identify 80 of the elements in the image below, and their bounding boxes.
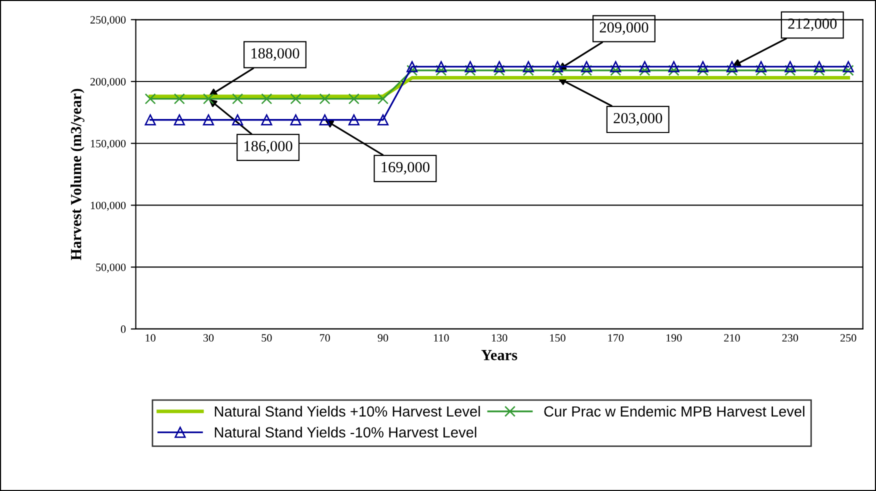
point — [726, 61, 738, 72]
x-axis-title: Years — [481, 350, 518, 360]
point — [377, 114, 389, 126]
point — [522, 64, 534, 76]
x-tick-label: 250 — [840, 334, 856, 342]
point — [697, 64, 708, 76]
point — [348, 114, 360, 126]
point — [464, 64, 476, 76]
point — [756, 61, 767, 72]
point — [319, 93, 330, 104]
point — [319, 114, 330, 126]
point — [232, 93, 244, 104]
annotation: 203,000 — [614, 112, 662, 126]
point — [494, 64, 505, 76]
point — [348, 93, 360, 104]
x-tick-label: 10 — [146, 334, 156, 342]
annotation: 212,000 — [788, 18, 837, 32]
point — [814, 61, 825, 72]
point — [668, 64, 680, 76]
point — [814, 64, 825, 76]
y-tick-label: 250,000 — [90, 16, 126, 26]
point — [610, 61, 622, 72]
point — [436, 64, 447, 76]
annotation: 186,000 — [244, 140, 292, 154]
point — [406, 61, 418, 72]
point — [639, 64, 650, 76]
point — [202, 93, 214, 104]
point — [522, 61, 534, 72]
point — [436, 61, 447, 72]
point — [581, 64, 592, 76]
x-tick-label: 190 — [666, 334, 682, 342]
point — [174, 114, 185, 126]
point — [552, 64, 564, 76]
point — [464, 61, 476, 72]
point — [494, 61, 505, 72]
legend-label: Natural Stand Yields -10% Harvest Level — [214, 426, 476, 438]
point — [842, 61, 854, 72]
point — [406, 64, 418, 76]
point — [581, 61, 592, 72]
point — [784, 61, 796, 72]
y-tick-label: 200,000 — [90, 78, 126, 88]
point — [377, 93, 389, 104]
x-tick-label: 150 — [550, 334, 566, 342]
y-tick-label: 0 — [120, 325, 126, 333]
point — [756, 64, 767, 76]
x-tick-label: 130 — [492, 334, 508, 342]
point — [610, 64, 622, 76]
y-axis-title: Harvest Volume (m3/year) — [70, 88, 84, 260]
annotation: 209,000 — [600, 22, 648, 35]
point — [552, 61, 564, 72]
x-tick-label: 50 — [262, 334, 272, 342]
y-tick-label: 50,000 — [96, 264, 126, 273]
x-tick-label: 110 — [434, 334, 449, 342]
x-tick-label: 70 — [320, 334, 330, 342]
point — [261, 93, 272, 104]
legend-label: Natural Stand Yields +10% Harvest Level — [214, 406, 480, 417]
point — [726, 64, 738, 76]
y-tick-label: 150,000 — [90, 140, 126, 149]
annotation: 188,000 — [252, 48, 300, 61]
point — [202, 114, 214, 126]
x-tick-label: 230 — [782, 334, 798, 342]
point — [639, 61, 650, 72]
annotation: 169,000 — [382, 162, 430, 174]
x-tick-label: 90 — [378, 334, 388, 342]
point — [232, 114, 244, 126]
point — [668, 61, 680, 72]
y-tick-label: 100,000 — [90, 202, 126, 211]
point — [290, 93, 302, 104]
x-tick-label: 170 — [608, 334, 624, 342]
point — [144, 93, 156, 104]
x-tick-label: 210 — [724, 334, 740, 342]
point — [290, 114, 302, 126]
point — [174, 93, 185, 104]
point — [842, 64, 854, 76]
legend-label: Cur Prac w Endemic MPB Harvest Level — [544, 406, 804, 417]
x-tick-label: 30 — [203, 334, 214, 342]
point — [784, 64, 796, 76]
point — [697, 61, 708, 72]
point — [261, 114, 272, 126]
point — [144, 114, 156, 126]
